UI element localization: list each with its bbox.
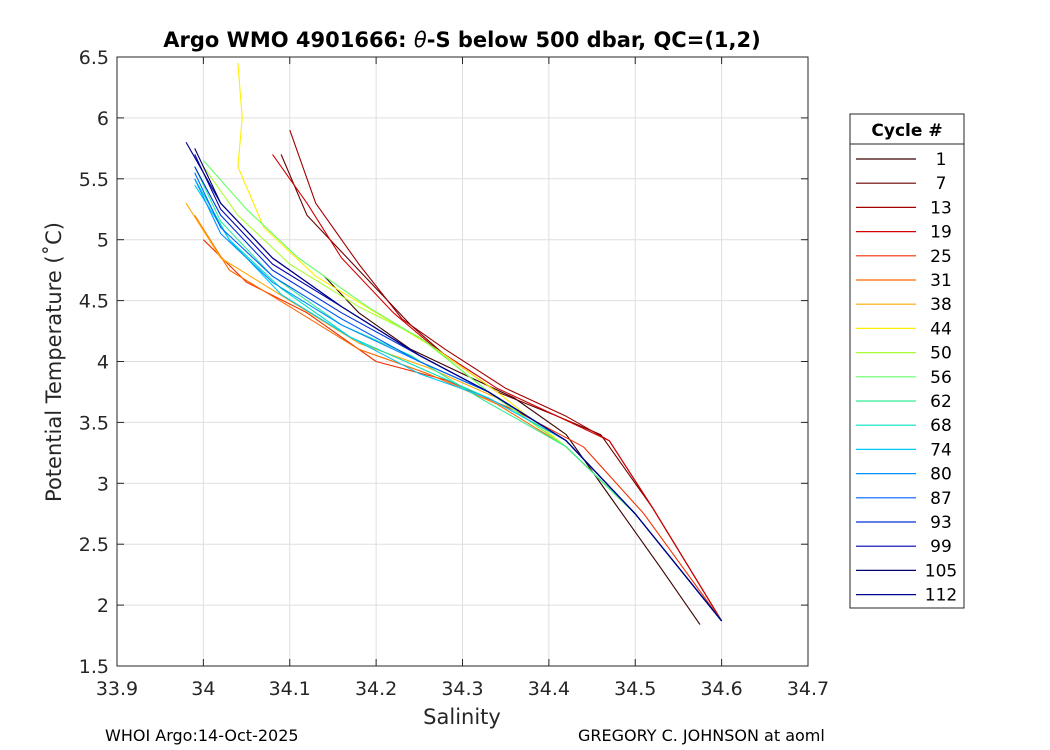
legend-label-31: 31 [930,271,952,291]
y-tick-label: 3.5 [79,412,109,434]
legend-label-19: 19 [930,223,952,243]
y-tick-label: 4 [97,352,109,374]
series-cycle-1 [323,275,701,625]
y-tick-label: 3 [97,473,109,495]
x-tick-label: 34.1 [269,678,311,700]
footer-left: WHOI Argo:14-Oct-2025 [105,726,299,745]
legend-label-13: 13 [930,198,952,218]
legend-label-112: 112 [925,586,957,606]
y-axis-label: Potential Temperature (˚C) [42,222,66,502]
series-cycle-62 [194,166,723,622]
legend-label-87: 87 [930,489,952,509]
legend-label-68: 68 [930,416,952,436]
y-tick-label: 5 [97,230,109,252]
legend-label-99: 99 [930,537,952,557]
x-tick-label: 34.6 [700,678,742,700]
series-cycle-19 [272,154,723,622]
x-tick-label: 34.5 [614,678,656,700]
legend-label-74: 74 [930,440,952,460]
legend-label-7: 7 [936,174,947,194]
x-tick-label: 34 [191,678,215,700]
axis-ticks: 33.9 34 34.1 34.2 34.3 34.4 34.5 34.6 34.71.522.… [79,47,829,700]
y-tick-label: 1.5 [79,656,109,678]
footer-right: GREGORY C. JOHNSON at aoml [578,726,825,745]
x-axis-label: Salinity [423,705,501,729]
grid [116,56,809,667]
x-tick-label: 34.7 [787,678,829,700]
legend-label-105: 105 [925,561,957,581]
legend-box [849,113,965,609]
legend-label-50: 50 [930,344,952,364]
legend-label-56: 56 [930,368,952,388]
legend-label-38: 38 [930,295,952,315]
y-tick-label: 6 [97,108,109,130]
y-tick-label: 2.5 [79,534,109,556]
legend-label-80: 80 [930,465,952,485]
legend-label-25: 25 [930,247,952,267]
series-layer [185,63,723,625]
legend-items: 1 7 13 19 25 31 38 44 50 56 62 68 74 80 87 93 99 105 112 [856,150,957,606]
legend: Cycle # 1 7 13 19 25 31 38 44 50 56 62 68 74 80 87 93 99… [849,113,965,609]
x-tick-label: 34.3 [441,678,483,700]
title-suffix: -S below 500 dbar, QC=(1,2) [427,28,761,52]
title-prefix: Argo WMO 4901666: [163,28,414,52]
series-cycle-112 [185,142,723,622]
legend-title: Cycle # [871,121,942,141]
legend-label-1: 1 [936,150,947,170]
y-tick-label: 6.5 [79,47,109,69]
y-tick-label: 2 [97,595,109,617]
legend-label-93: 93 [930,513,952,533]
y-tick-label: 4.5 [79,291,109,313]
x-tick-label: 34.2 [355,678,397,700]
legend-label-44: 44 [930,319,952,339]
chart-title: Argo WMO 4901666: θ-S below 500 dbar, QC… [163,28,760,52]
x-tick-label: 34.4 [528,678,570,700]
x-tick-label: 33.9 [96,678,138,700]
legend-label-62: 62 [930,392,952,412]
title-theta-symbol: θ [414,28,427,52]
y-tick-label: 5.5 [79,169,109,191]
